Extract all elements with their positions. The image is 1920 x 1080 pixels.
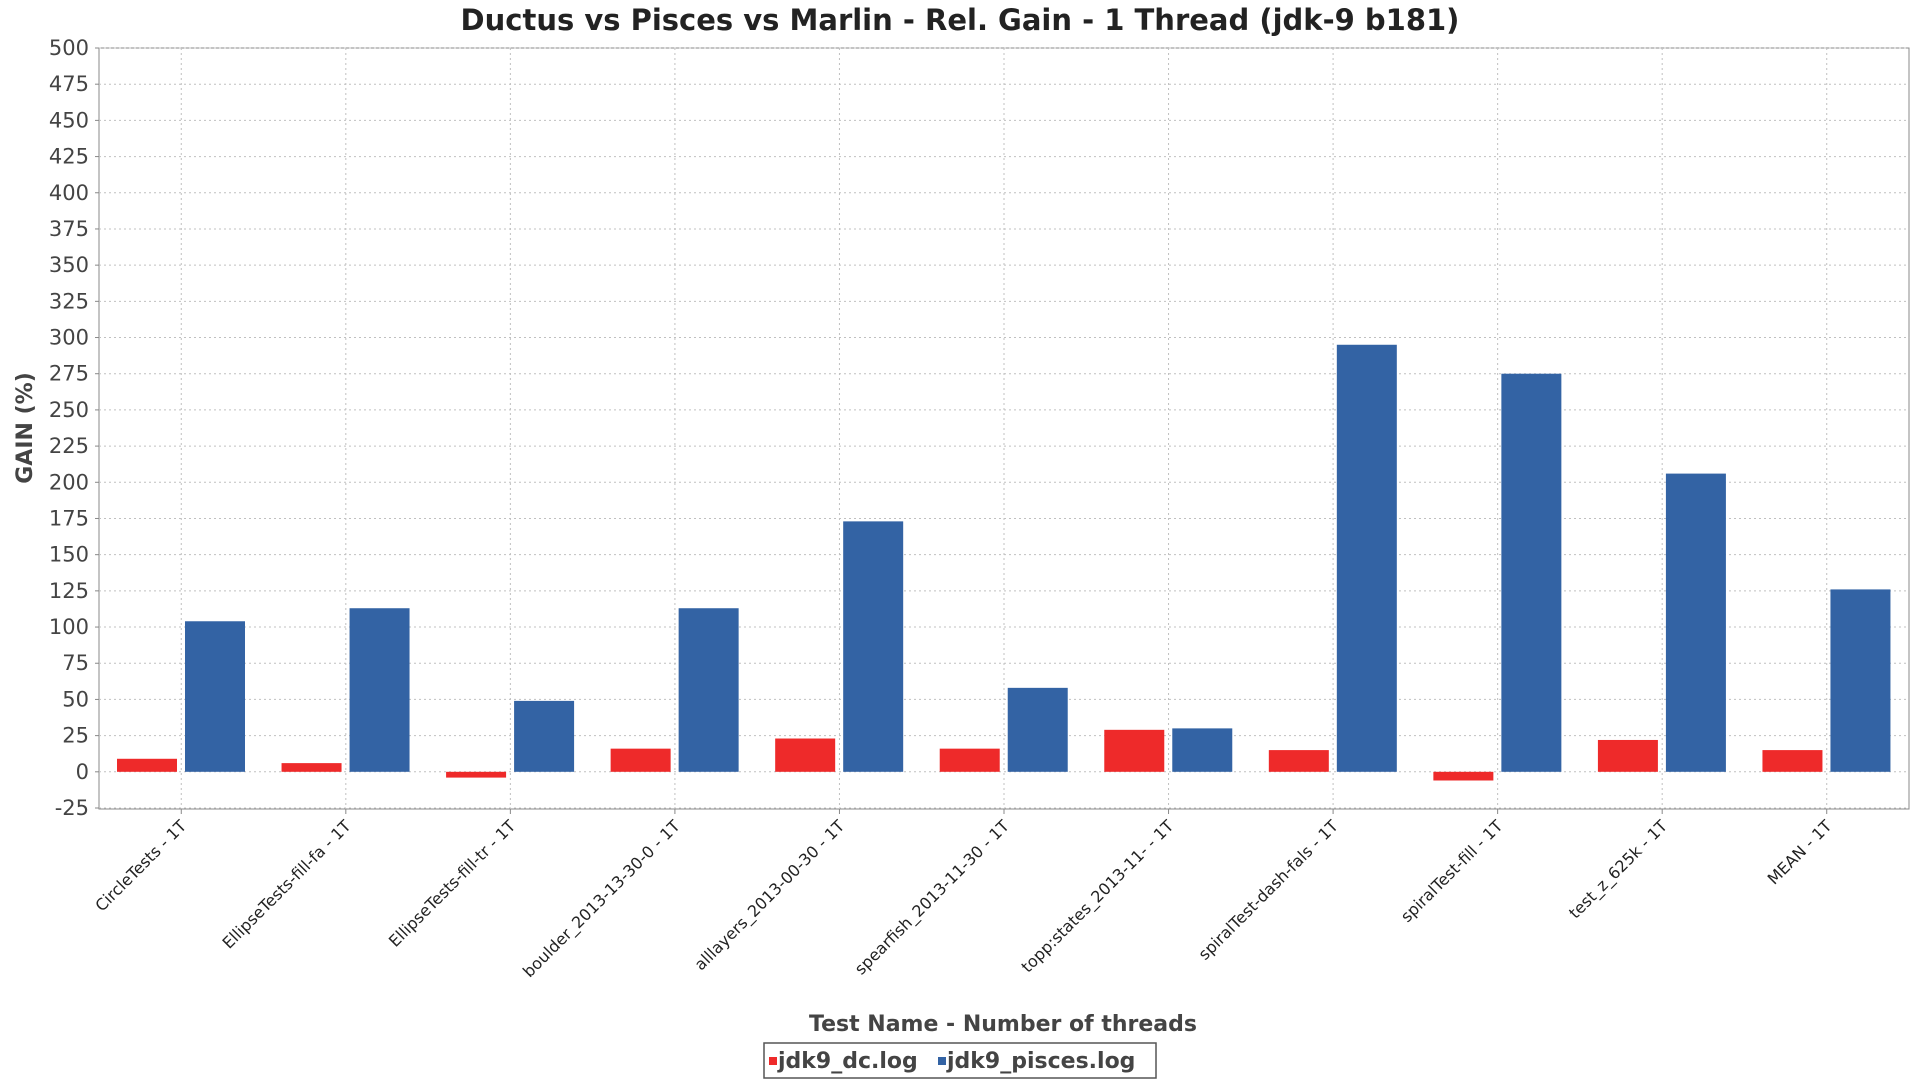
x-tick-label: topp:states_2013-11- - 1T (1017, 816, 1178, 977)
bar-pisces (843, 521, 904, 772)
y-tick-label: 450 (49, 108, 89, 132)
x-tick-label: CircleTests - 1T (91, 816, 190, 915)
y-axis-title: GAIN (%) (13, 372, 38, 484)
bar-pisces (1665, 473, 1726, 772)
bar-pisces (514, 700, 575, 772)
x-tick-label: EllipseTests-fill-fa - 1T (219, 816, 355, 952)
x-tick-label: EllipseTests-fill-tr - 1T (385, 816, 519, 950)
y-tick-label: 50 (62, 687, 89, 711)
x-tick-label: spiralTest-dash-fals - 1T (1195, 816, 1343, 964)
bar-pisces (1830, 589, 1891, 772)
y-tick-label: 250 (49, 398, 89, 422)
chart-title: Ductus vs Pisces vs Marlin - Rel. Gain -… (461, 3, 1460, 37)
legend-label-pisces: jdk9_pisces.log (946, 1049, 1135, 1074)
y-tick-label: 325 (49, 289, 89, 313)
y-tick-label: 200 (49, 470, 89, 494)
y-tick-label: 425 (49, 145, 89, 169)
y-tick-label: 100 (49, 615, 89, 639)
y-tick-label: 25 (62, 724, 89, 748)
x-tick-label: MEAN - 1T (1764, 816, 1836, 888)
legend: jdk9_dc.log jdk9_pisces.log (763, 1042, 1157, 1079)
y-tick-label: 350 (49, 253, 89, 277)
y-tick-label: 300 (49, 326, 89, 350)
bar-pisces (1172, 728, 1233, 772)
bar-dc (1104, 729, 1165, 772)
y-tick-label: 150 (49, 543, 89, 567)
bar-pisces (349, 608, 410, 772)
y-tick-label: 0 (76, 760, 89, 784)
bars (117, 344, 1891, 781)
bar-dc (1762, 750, 1823, 772)
x-tick-label: test_z_625k - 1T (1565, 816, 1672, 923)
x-tick-label: alllayers_2013-00-30 - 1T (691, 816, 850, 975)
bar-pisces (1007, 687, 1068, 772)
bar-pisces (678, 608, 739, 772)
bar-dc (1597, 739, 1658, 772)
bar-dc (1268, 750, 1329, 772)
y-tick-label: 75 (62, 651, 89, 675)
y-tick-label: 125 (49, 579, 89, 603)
bar-pisces (1501, 373, 1562, 772)
y-tick-label: 475 (49, 72, 89, 96)
y-tick-label: 500 (49, 36, 89, 60)
bar-pisces (1336, 344, 1397, 772)
x-tick-label: spiralTest-fill - 1T (1397, 816, 1507, 926)
y-tick-label: 275 (49, 362, 89, 386)
bar-dc (610, 748, 671, 772)
x-tick-label: boulder_2013-13-30-0 - 1T (519, 816, 685, 982)
legend-box (763, 1042, 1157, 1079)
bar-pisces (185, 621, 245, 772)
legend-swatch-dc (769, 1057, 777, 1065)
y-tick-label: 375 (49, 217, 89, 241)
x-axis-ticks: CircleTests - 1T EllipseTests-fill-fa - 1… (91, 809, 1836, 982)
bar-dc (281, 763, 342, 772)
y-tick-label: 400 (49, 181, 89, 205)
bar-dc (446, 771, 507, 778)
bar-dc (117, 758, 177, 772)
x-axis-title: Test Name - Number of threads (809, 1012, 1197, 1037)
bar-dc (939, 748, 1000, 772)
y-tick-label: 175 (49, 506, 89, 530)
legend-label-dc: jdk9_dc.log (777, 1049, 918, 1074)
bar-dc (775, 738, 836, 772)
legend-swatch-pisces (938, 1057, 946, 1065)
y-tick-label: 225 (49, 434, 89, 458)
bar-dc (1433, 771, 1494, 781)
y-tick-label: -25 (55, 796, 89, 820)
x-tick-label: spearfish_2013-11-30 - 1T (851, 816, 1014, 979)
y-axis-ticks: -25 0 25 50 75 100 125 150 175 200 225 250 275 300 325… (49, 36, 99, 820)
